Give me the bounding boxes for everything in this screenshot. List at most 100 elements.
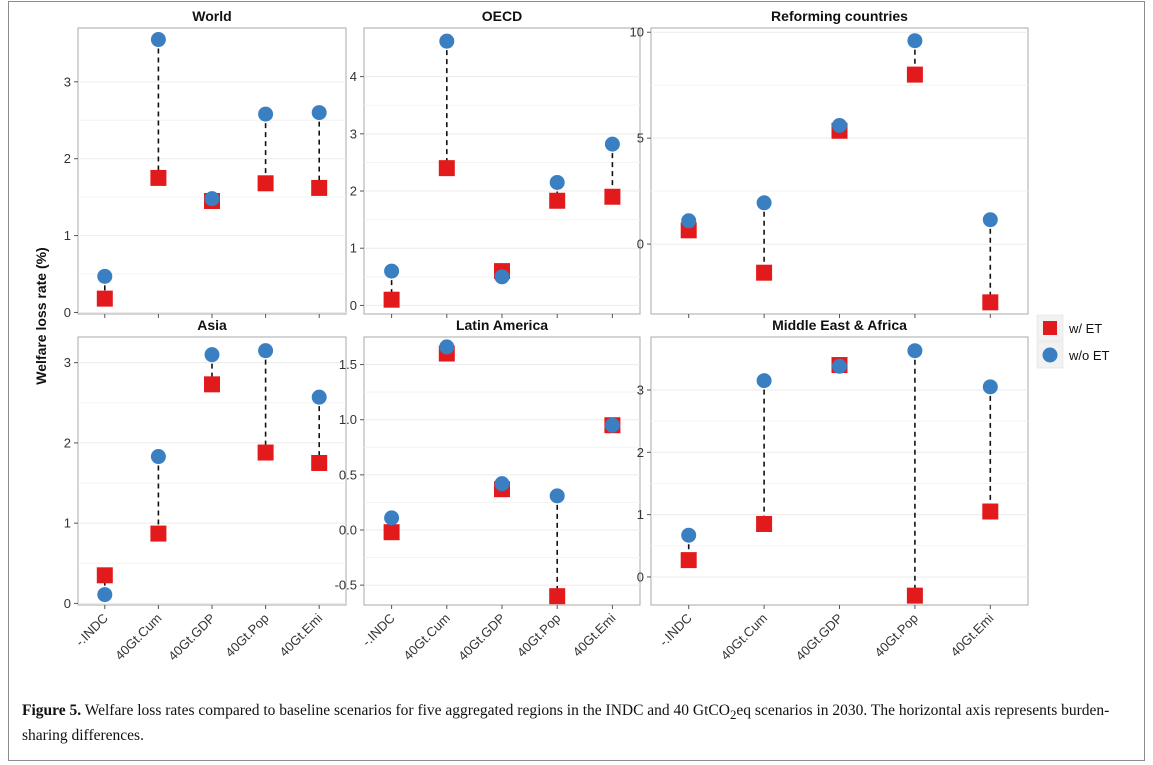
- point-wo-et: [311, 389, 327, 405]
- caption-text-a: Welfare loss rates compared to baseline …: [81, 702, 730, 719]
- panel-background: [77, 27, 347, 315]
- point-wo-et: [150, 32, 166, 48]
- point-wo-et: [204, 347, 220, 363]
- caption-subscript: 2: [729, 707, 737, 723]
- point-w-et: [150, 525, 167, 542]
- y-axis-label: Welfare loss rate (%): [33, 247, 49, 384]
- point-wo-et: [97, 587, 113, 603]
- panel-6: 0 1 2 3 Middle East & Africa -.INDC 40Gt.Cum 40…: [637, 317, 1029, 664]
- x-tick-label: 40Gt.Cum: [400, 611, 453, 664]
- point-w-et: [982, 503, 999, 520]
- point-wo-et: [258, 343, 274, 359]
- y-tick-label: 2: [64, 151, 71, 166]
- y-tick-label: 0: [64, 596, 71, 611]
- point-w-et: [383, 291, 400, 308]
- panel-title: OECD: [482, 8, 522, 24]
- y-tick-label: 3: [637, 382, 644, 397]
- point-w-et: [549, 588, 566, 605]
- panel-background: [650, 27, 1029, 315]
- y-tick-label: 1: [64, 228, 71, 243]
- panel-3: 0 5 10 Reforming countries: [630, 8, 1029, 318]
- point-w-et: [982, 294, 999, 311]
- point-wo-et: [907, 33, 923, 49]
- point-wo-et: [439, 339, 455, 355]
- point-wo-et: [439, 33, 455, 49]
- y-tick-label: 2: [64, 435, 71, 450]
- point-w-et: [680, 552, 697, 569]
- point-wo-et: [756, 373, 772, 389]
- point-wo-et: [756, 195, 772, 211]
- y-tick-label: 10: [630, 25, 644, 40]
- y-tick-label: 5: [637, 131, 644, 146]
- point-w-et: [150, 169, 167, 186]
- x-tick-label: -.INDC: [656, 611, 695, 650]
- point-wo-et: [604, 417, 620, 433]
- point-wo-et: [982, 379, 998, 395]
- legend-key-circle: [1042, 347, 1058, 363]
- y-tick-label: 0.5: [339, 467, 357, 482]
- y-tick-label: 0: [64, 305, 71, 320]
- x-tick-label: 40Gt.Pop: [872, 611, 921, 660]
- caption-label: Figure 5.: [22, 702, 82, 719]
- point-w-et: [257, 175, 274, 192]
- x-tick-label: 40Gt.Emi: [947, 610, 996, 659]
- figure-caption: Figure 5. Welfare loss rates compared to…: [22, 700, 1137, 746]
- point-wo-et: [494, 476, 510, 492]
- panel-title: Asia: [197, 317, 227, 333]
- legend-key-square: [1043, 321, 1057, 335]
- legend-key-box: [1036, 314, 1064, 342]
- point-wo-et: [311, 105, 327, 121]
- y-tick-label: 1: [637, 507, 644, 522]
- point-wo-et: [832, 117, 847, 133]
- x-tick-label: 40Gt.Pop: [514, 611, 563, 660]
- x-tick-label: -.INDC: [72, 611, 111, 650]
- panel-2: 0 1 2 3 4 OECD: [350, 8, 641, 318]
- y-tick-label: 4: [350, 69, 357, 84]
- figure-frame: [8, 1, 1145, 761]
- x-tick-label: 40Gt.Pop: [222, 611, 271, 660]
- point-wo-et: [384, 263, 400, 279]
- point-w-et: [311, 454, 328, 471]
- point-w-et: [438, 160, 455, 177]
- point-w-et: [311, 179, 328, 196]
- x-tick-label: 40Gt.GDP: [455, 611, 508, 664]
- point-wo-et: [907, 343, 923, 359]
- x-tick-label: 40Gt.Emi: [570, 610, 619, 659]
- point-wo-et: [982, 212, 998, 228]
- x-tick-label: 40Gt.GDP: [165, 611, 218, 664]
- point-wo-et: [681, 527, 697, 543]
- point-w-et: [604, 188, 621, 205]
- panel-title: World: [192, 8, 231, 24]
- y-tick-label: 1: [350, 241, 357, 256]
- legend: w/ ET w/o ET: [1036, 314, 1110, 369]
- y-tick-label: 3: [64, 74, 71, 89]
- y-tick-label: 0: [637, 237, 644, 252]
- y-tick-label: 3: [64, 355, 71, 370]
- y-tick-label: 0: [637, 569, 644, 584]
- point-wo-et: [384, 510, 400, 526]
- point-wo-et: [681, 213, 697, 229]
- panel-4: 0 1 2 3 Asia -.INDC 40Gt.Cum 40Gt.GDP 40Gt.Pop 40…: [64, 317, 347, 664]
- y-tick-label: 2: [350, 184, 357, 199]
- point-w-et: [549, 192, 566, 209]
- y-tick-label: 0: [350, 298, 357, 313]
- y-tick-label: -0.5: [335, 578, 357, 593]
- x-tick-label: -.INDC: [359, 611, 398, 650]
- y-tick-label: 1.0: [339, 412, 357, 427]
- legend-label: w/o ET: [1068, 348, 1110, 363]
- caption-text-b: eq scenarios in 2030. The horizontal axi…: [22, 702, 1110, 745]
- y-tick-label: 0.0: [339, 523, 357, 538]
- point-w-et: [96, 290, 113, 307]
- point-w-et: [906, 587, 923, 604]
- point-wo-et: [549, 174, 565, 190]
- point-wo-et: [97, 268, 113, 284]
- y-tick-label: 1.5: [339, 357, 357, 372]
- point-wo-et: [204, 191, 220, 207]
- panel-title: Reforming countries: [771, 8, 908, 24]
- panel-title: Middle East & Africa: [772, 317, 907, 333]
- point-w-et: [383, 524, 400, 541]
- point-wo-et: [258, 106, 274, 122]
- panel-background: [650, 336, 1029, 606]
- panel-1: 0 1 2 3 World: [64, 8, 347, 320]
